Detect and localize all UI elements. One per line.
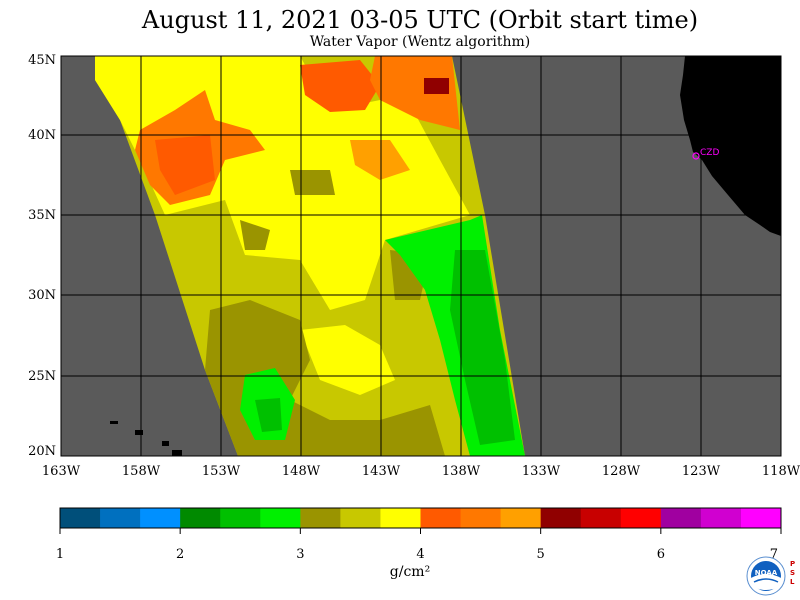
station-label: CZD: [700, 148, 719, 158]
swath-region-orange-nw-2: [155, 135, 215, 195]
swath-region-orange-ne: [300, 60, 380, 112]
swath-region-orange-mid: [350, 140, 410, 180]
psl-letter: P: [790, 560, 796, 568]
colorbar-swatch: [380, 508, 421, 528]
chart-title: August 11, 2021 03-05 UTC (Orbit start t…: [141, 6, 699, 34]
lon-label: 148W: [282, 464, 321, 479]
lat-label: 45N: [28, 53, 56, 68]
lon-label: 143W: [362, 464, 401, 479]
lat-axis-labels: 45N 40N 35N 30N 25N 20N: [28, 53, 56, 459]
lat-label: 30N: [28, 288, 56, 303]
swath-region-green-mid: [450, 250, 515, 445]
lon-label: 118W: [762, 464, 800, 479]
noaa-logo-icon: NOAA: [746, 556, 786, 600]
station-marker-icon: [692, 152, 700, 160]
lat-label: 40N: [28, 128, 56, 143]
swath-region-olive-2: [240, 220, 270, 250]
north-america-land: [680, 56, 781, 236]
noaa-logo-text: NOAA: [755, 569, 778, 577]
colorbar: [59, 507, 782, 529]
colorbar-swatch: [260, 508, 301, 528]
colorbar-tick-label: 2: [176, 547, 184, 562]
colorbar-swatch: [220, 508, 261, 528]
swath-region-olive-3: [290, 170, 335, 195]
colorbar-swatch: [500, 508, 542, 528]
lat-label: 20N: [28, 444, 56, 459]
colorbar-swatch: [460, 508, 502, 528]
colorbar-tick-labels: 1 2 3 4 5 6 7: [56, 528, 782, 562]
colorbar-tick-label: 6: [657, 547, 665, 562]
colorbar-units: g/cm²: [389, 564, 431, 580]
map-border: [60, 55, 782, 457]
lon-axis-labels: 163W 158W 153W 148W 143W 138W 133W 128W 123W 118W: [42, 464, 800, 479]
lon-label: 158W: [122, 464, 161, 479]
lon-label: 123W: [682, 464, 721, 479]
lat-label: 35N: [28, 208, 56, 223]
colorbar-swatch: [420, 508, 462, 528]
chart-subtitle: Water Vapor (Wentz algorithm): [309, 34, 531, 50]
colorbar-tick-label: 3: [296, 547, 304, 562]
colorbar-swatch: [620, 508, 662, 528]
colorbar-swatch: [580, 508, 622, 528]
colorbar-tick-label: 7: [770, 547, 778, 562]
grid-lines: [61, 56, 781, 456]
lon-label: 128W: [602, 464, 641, 479]
psl-letter: S: [790, 569, 796, 577]
colorbar-swatch: [700, 508, 742, 528]
colorbar-swatch: [180, 508, 221, 528]
colorbar-swatch: [740, 508, 782, 528]
swath-region-darkred: [424, 78, 449, 94]
lon-label: 138W: [442, 464, 481, 479]
lon-label: 163W: [42, 464, 81, 479]
swath-region-green-lower-2: [255, 398, 282, 432]
colorbar-tick-label: 1: [56, 547, 64, 562]
hawaii-islands: [110, 421, 182, 456]
colorbar-swatch: [300, 508, 341, 528]
colorbar-swatch: [60, 508, 101, 528]
colorbar-swatch: [100, 508, 141, 528]
swath-region-yellow-2: [300, 325, 395, 395]
colorbar-tick-label: 5: [537, 547, 545, 562]
swath-region-orange-ne-2: [370, 56, 460, 130]
colorbar-tick-label: 4: [416, 547, 424, 562]
lat-label: 25N: [28, 369, 56, 384]
colorbar-swatch: [540, 508, 582, 528]
colorbar-swatch: [340, 508, 381, 528]
colorbar-swatch: [660, 508, 702, 528]
lon-label: 133W: [522, 464, 561, 479]
colorbar-swatch: [140, 508, 181, 528]
psl-letter: L: [790, 578, 795, 586]
lon-label: 153W: [202, 464, 241, 479]
